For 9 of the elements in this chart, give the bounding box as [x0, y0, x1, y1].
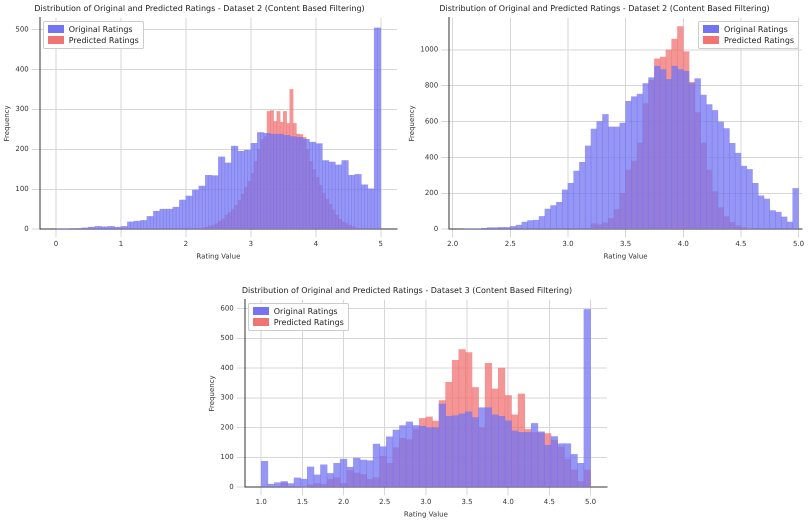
chart-title: Distribution of Original and Predicted Ratings - Dataset 2 (Content Based Filtering) [439, 4, 770, 13]
chart-title: Distribution of Original and Predicted Ratings - Dataset 2 (Content Based Filtering) [34, 4, 365, 13]
legend-label: Original Ratings [68, 24, 134, 35]
legend-label: Predicted Ratings [272, 316, 344, 328]
legend-label: Predicted Ratings [723, 34, 794, 46]
legend-label: Original Ratings [723, 24, 789, 35]
chart-title: Distribution of Original and Predicted Ratings - Dataset 3 (Content Based Filtering) [242, 286, 572, 295]
legend-label: Original Ratings [272, 306, 339, 317]
legend-label: Predicted Ratings [68, 34, 139, 46]
